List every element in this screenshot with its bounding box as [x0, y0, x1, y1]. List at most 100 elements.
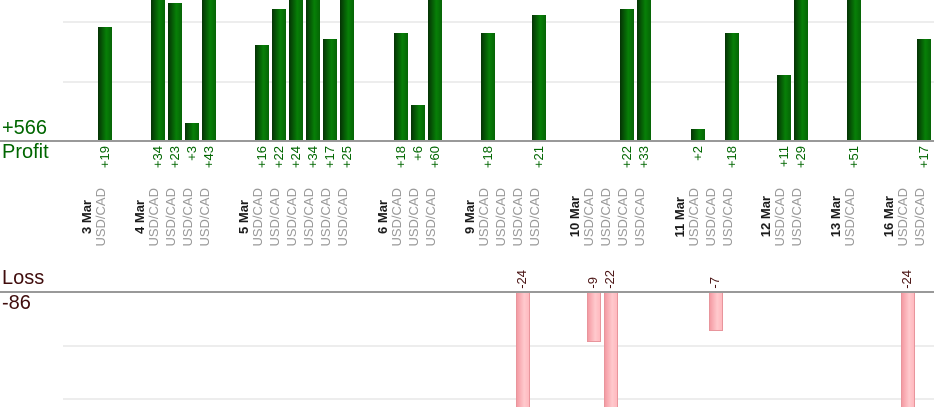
profit-value-label: +21 — [530, 146, 546, 168]
loss-value-label-text: -9 — [584, 277, 600, 289]
profit-value-label: +24 — [287, 146, 303, 168]
profit-value-label: +34 — [304, 146, 320, 168]
symbol-label-text: USD/CAD — [475, 187, 491, 247]
profit-value-label-text: +17 — [915, 146, 931, 169]
symbol-label: USD/CAD — [491, 186, 509, 248]
symbol-label: USD/CAD — [265, 186, 283, 248]
loss-axis-line — [0, 291, 934, 293]
symbol-label-text: USD/CAD — [283, 187, 299, 247]
profit-value-label: +33 — [635, 146, 651, 168]
profit-value-label: +22 — [270, 146, 286, 168]
loss-bar — [516, 293, 530, 407]
symbol-label-text: USD/CAD — [719, 187, 735, 247]
symbol-label: USD/CAD — [474, 186, 492, 248]
profit-bar — [777, 75, 791, 141]
symbol-label-text: USD/CAD — [597, 187, 613, 247]
symbol-label: USD/CAD — [508, 186, 526, 248]
profit-value-label: +43 — [200, 146, 216, 168]
symbol-label: USD/CAD — [144, 186, 162, 248]
symbol-label: USD/CAD — [316, 186, 334, 248]
loss-value-label-text: -24 — [513, 270, 529, 289]
symbol-label: USD/CAD — [404, 186, 422, 248]
profit-bar — [428, 0, 442, 141]
profit-value-label-text: +25 — [338, 146, 354, 169]
loss-gridline-10 — [63, 345, 934, 347]
symbol-label: USD/CAD — [840, 186, 858, 248]
profit-total-label: +566 — [2, 117, 48, 139]
profit-value-label-text: +29 — [792, 146, 808, 169]
profit-bar — [725, 33, 739, 141]
profit-bar — [532, 15, 546, 141]
symbol-label: USD/CAD — [282, 186, 300, 248]
symbol-label: USD/CAD — [893, 186, 911, 248]
profit-value-label: +17 — [915, 146, 931, 168]
symbol-label: USD/CAD — [910, 186, 928, 248]
profit-bar — [847, 0, 861, 141]
profit-value-label-text: +43 — [200, 146, 216, 169]
symbol-label: USD/CAD — [299, 186, 317, 248]
profit-value-label: +18 — [479, 146, 495, 168]
symbol-label-text: USD/CAD — [702, 187, 718, 247]
profit-bar — [255, 45, 269, 141]
loss-axis-title: Loss — [2, 267, 45, 289]
profit-value-label-text: +34 — [304, 146, 320, 169]
profit-value-label: +22 — [618, 146, 634, 168]
profit-bar — [98, 27, 112, 141]
loss-total-label: -86 — [2, 292, 31, 314]
symbol-label: USD/CAD — [387, 186, 405, 248]
symbol-label: USD/CAD — [525, 186, 543, 248]
symbol-label-text: USD/CAD — [526, 187, 542, 247]
profit-value-label-text: +19 — [96, 146, 112, 169]
symbol-label-text: USD/CAD — [788, 187, 804, 247]
symbol-label-text: USD/CAD — [249, 187, 265, 247]
symbol-label: USD/CAD — [684, 186, 702, 248]
profit-value-label-text: +22 — [618, 146, 634, 169]
loss-bar — [604, 293, 618, 407]
profit-bar — [691, 129, 705, 141]
profit-value-label-text: +21 — [530, 146, 546, 169]
symbol-label: USD/CAD — [195, 186, 213, 248]
symbol-label: USD/CAD — [701, 186, 719, 248]
profit-value-label: +17 — [321, 146, 337, 168]
profit-bar — [202, 0, 216, 141]
loss-gridline-20 — [63, 398, 934, 400]
loss-value-label: -24 — [898, 270, 914, 289]
profit-value-label-text: +60 — [426, 146, 442, 169]
symbol-label: USD/CAD — [248, 186, 266, 248]
profit-value-label-text: +51 — [845, 146, 861, 169]
symbol-label-text: USD/CAD — [580, 187, 596, 247]
symbol-label: USD/CAD — [596, 186, 614, 248]
profit-value-label: +51 — [845, 146, 861, 168]
symbol-label: USD/CAD — [91, 186, 109, 248]
profit-value-label: +34 — [149, 146, 165, 168]
symbol-label-text: USD/CAD — [334, 187, 350, 247]
profit-bar — [289, 0, 303, 141]
loss-bar — [587, 293, 601, 342]
loss-value-label: -7 — [706, 277, 722, 289]
symbol-label-text: USD/CAD — [162, 187, 178, 247]
profit-value-label: +16 — [253, 146, 269, 168]
loss-value-label-text: -22 — [601, 270, 617, 289]
profit-bar — [637, 0, 651, 141]
symbol-label-text: USD/CAD — [771, 187, 787, 247]
symbol-label-text: USD/CAD — [492, 187, 508, 247]
symbol-label: USD/CAD — [333, 186, 351, 248]
symbol-label: USD/CAD — [161, 186, 179, 248]
symbol-label: USD/CAD — [770, 186, 788, 248]
profit-value-label: +18 — [723, 146, 739, 168]
profit-bar — [306, 0, 320, 141]
profit-bar — [272, 9, 286, 141]
symbol-label-text: USD/CAD — [911, 187, 927, 247]
profit-value-label: +60 — [426, 146, 442, 168]
profit-value-label-text: +18 — [479, 146, 495, 169]
symbol-label: USD/CAD — [421, 186, 439, 248]
symbol-label-text: USD/CAD — [317, 187, 333, 247]
symbol-label-text: USD/CAD — [92, 187, 108, 247]
symbol-label-text: USD/CAD — [422, 187, 438, 247]
profit-bar — [168, 3, 182, 141]
profit-bar — [323, 39, 337, 141]
symbol-label-text: USD/CAD — [179, 187, 195, 247]
profit-value-label: +19 — [96, 146, 112, 168]
profit-value-label-text: +18 — [723, 146, 739, 169]
